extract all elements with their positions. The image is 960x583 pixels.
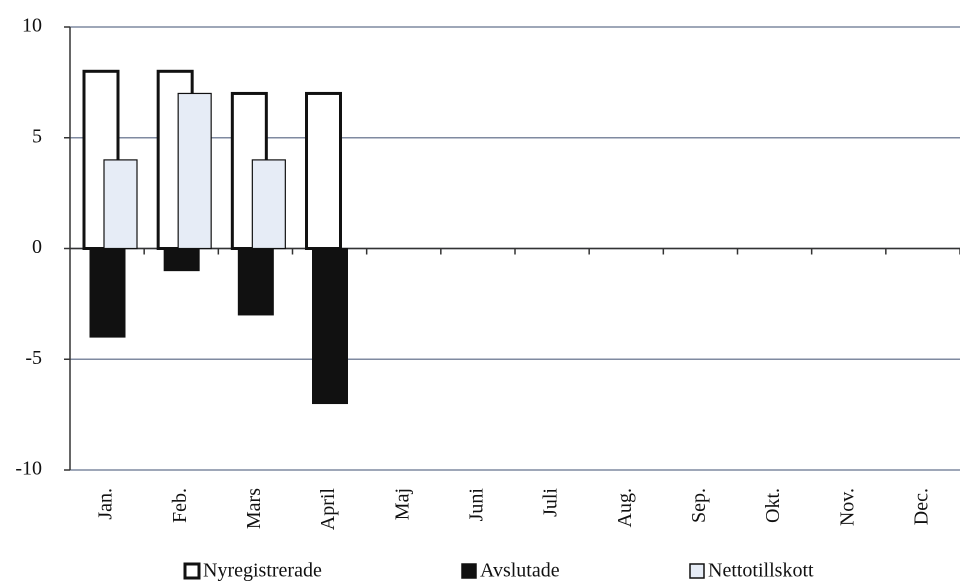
x-tick-label: Mars	[243, 488, 265, 529]
x-tick-label: Aug.	[614, 488, 636, 527]
y-tick-label: 5	[32, 125, 42, 147]
x-tick-label: Sep.	[688, 488, 710, 523]
x-tick-label: Okt.	[762, 488, 784, 523]
bar	[103, 159, 138, 250]
x-tick-label: Feb.	[169, 488, 191, 523]
bar	[177, 92, 212, 250]
bar	[251, 159, 286, 250]
y-tick-label: 10	[22, 15, 42, 37]
bar	[305, 91, 342, 250]
x-tick-label: Dec.	[911, 488, 933, 525]
bar	[89, 248, 126, 338]
legend-swatch	[689, 563, 705, 579]
x-tick-label: Nov.	[836, 488, 858, 526]
x-tick-label: Juli	[540, 488, 562, 517]
legend-label: Nyregistrerade	[203, 560, 322, 582]
legend-label: Avslutade	[480, 560, 560, 582]
x-tick-label: Juni	[466, 488, 488, 522]
y-tick-label: 0	[32, 236, 42, 258]
bar	[237, 248, 274, 316]
y-tick-label: -10	[15, 458, 42, 480]
x-tick-label: Jan.	[95, 488, 117, 520]
legend-swatch	[461, 563, 477, 579]
x-tick-label: April	[317, 488, 339, 531]
legend-label: Nettotillskott	[708, 560, 814, 582]
y-tick-label: -5	[25, 347, 42, 369]
bar	[312, 248, 348, 405]
legend-swatch	[183, 562, 201, 580]
x-tick-label: Maj	[391, 488, 413, 520]
bar	[163, 248, 200, 272]
